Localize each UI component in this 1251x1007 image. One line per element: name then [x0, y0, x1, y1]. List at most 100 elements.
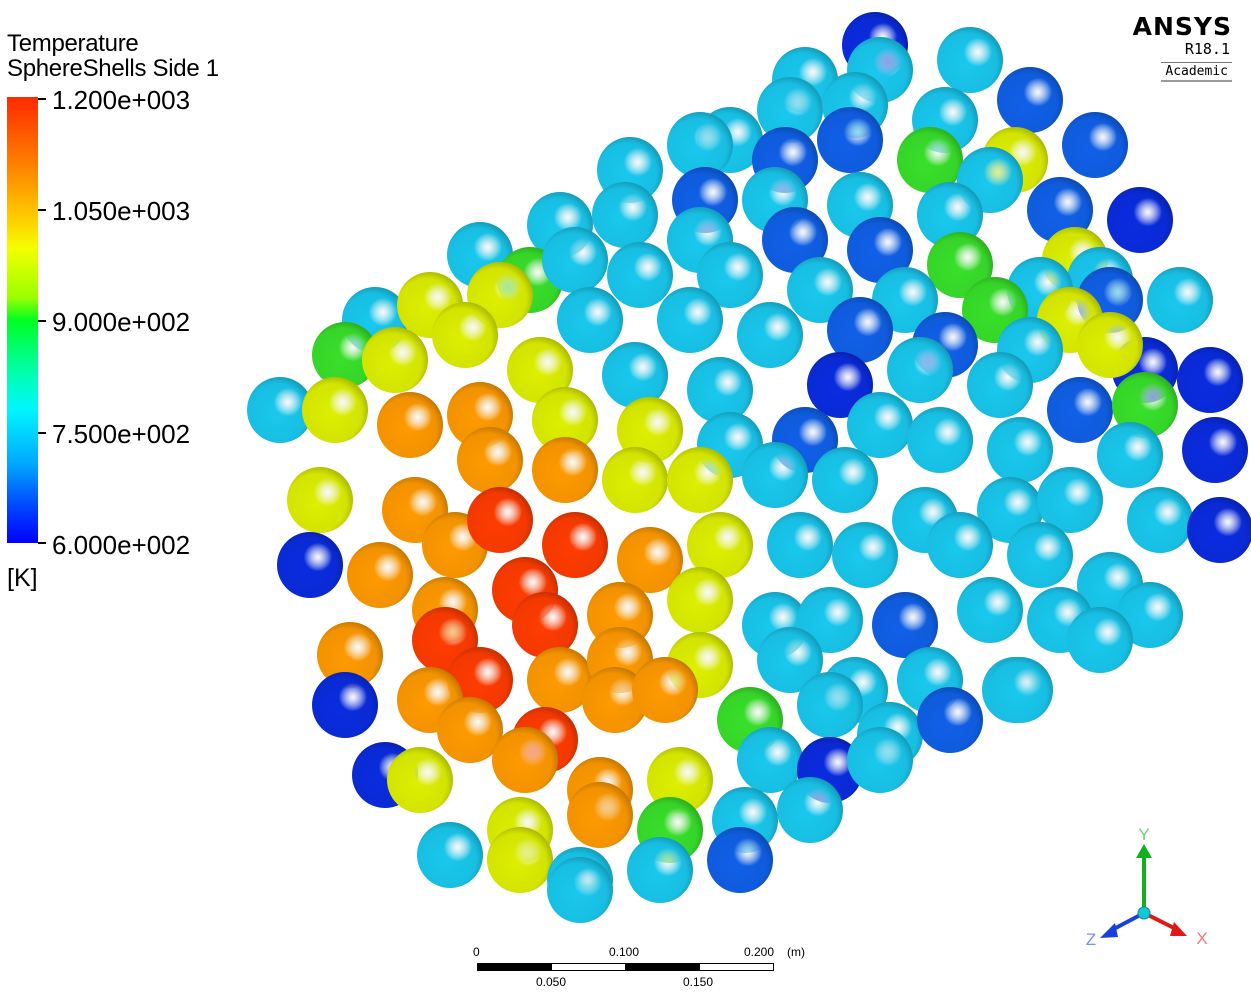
sphere-shading: [657, 287, 723, 353]
scale-label: 0.050: [536, 975, 567, 989]
sphere-shading: [527, 647, 593, 713]
sphere-shading: [617, 397, 683, 463]
sphere-shading: [602, 342, 668, 408]
sphere-shading: [287, 467, 353, 533]
scale-segment: [625, 963, 700, 971]
ansys-logo: ANSYS R18.1 Academic: [1133, 14, 1232, 86]
sphere-shading: [602, 447, 668, 513]
sphere-shading: [707, 827, 773, 893]
sphere-shading: [847, 727, 913, 793]
sphere-shading: [887, 337, 953, 403]
sphere-shading: [487, 827, 553, 893]
sphere-shading: [1097, 422, 1163, 488]
logo-name: ANSYS: [1132, 12, 1232, 41]
legend-tick-mark: [38, 320, 46, 322]
sphere-shading: [1117, 582, 1183, 648]
z-axis-arrow-icon: [1100, 923, 1118, 938]
scale-label: 0.100: [609, 945, 640, 959]
scale-unit: (m): [787, 945, 805, 959]
sphere-shading: [847, 217, 913, 283]
sphere-shading: [1062, 112, 1128, 178]
sphere-shading: [927, 232, 993, 298]
legend-tick-mark: [38, 542, 46, 544]
sphere-shading: [437, 697, 503, 763]
legend-tick-mark: [38, 98, 46, 100]
sphere-shading: [957, 577, 1023, 643]
sphere-shading: [557, 287, 623, 353]
sphere-shading: [897, 127, 963, 193]
legend-tick-mark: [38, 209, 46, 211]
x-axis-arrow-icon: [1170, 922, 1187, 936]
sphere-shading: [312, 672, 378, 738]
axis-triad[interactable]: Y X Z: [1080, 820, 1220, 960]
legend-subtitle: SphereShells Side 1: [7, 55, 219, 82]
sphere-shading: [937, 27, 1003, 93]
sphere-shading: [927, 512, 993, 578]
sphere-shading: [767, 512, 833, 578]
x-axis-label: X: [1196, 929, 1207, 948]
sphere-shading: [1037, 467, 1103, 533]
sphere-shading: [547, 857, 613, 923]
sphere-shading: [917, 687, 983, 753]
sphere-shading: [302, 377, 368, 443]
sphere-shading: [1077, 312, 1143, 378]
sphere-shading: [1067, 607, 1133, 673]
sphere-shading: [827, 297, 893, 363]
sphere-shading: [647, 747, 713, 813]
sphere-shading: [742, 442, 808, 508]
sphere-shading: [817, 107, 883, 173]
legend-title: Temperature: [7, 30, 139, 57]
sphere-shading: [797, 587, 863, 653]
sphere-shading: [697, 242, 763, 308]
scale-label: 0.200: [744, 945, 775, 959]
sphere-shading: [532, 437, 598, 503]
sphere-shading: [1127, 487, 1193, 553]
legend-tick-label: 6.000e+002: [52, 530, 191, 560]
sphere-shading: [667, 112, 733, 178]
y-axis-arrow-icon: [1136, 844, 1152, 858]
legend-tick-mark: [38, 432, 46, 434]
sphere-shading: [1047, 377, 1113, 443]
sphere-shading: [777, 777, 843, 843]
sphere-shading: [872, 592, 938, 658]
sphere-shading: [347, 542, 413, 608]
sphere-shading: [317, 622, 383, 688]
sphere-shading: [377, 392, 443, 458]
sphere-shading: [617, 527, 683, 593]
sphere-shading: [507, 337, 573, 403]
sphere-shading: [687, 512, 753, 578]
sphere-shading: [797, 672, 863, 738]
sphere-shading: [632, 657, 698, 723]
sphere-shading: [582, 667, 648, 733]
sphere-shading: [987, 417, 1053, 483]
triad-origin: [1137, 906, 1151, 920]
sphere-shading: [1182, 417, 1248, 483]
sphere-shading: [1007, 522, 1073, 588]
sphere-shading: [737, 727, 803, 793]
sphere-shading: [627, 837, 693, 903]
sphere-shading: [592, 182, 658, 248]
sphere-shading: [492, 727, 558, 793]
sphere-shading: [737, 302, 803, 368]
sphere-shading: [787, 257, 853, 323]
scale-label: 0: [473, 945, 480, 959]
sphere-shading: [432, 302, 498, 368]
sphere-shading: [277, 532, 343, 598]
sphere-shading: [457, 427, 523, 493]
legend-tick-label: 9.000e+002: [52, 307, 191, 337]
sphere-shading: [812, 447, 878, 513]
sphere-shading: [832, 522, 898, 588]
sphere-shading: [467, 487, 533, 553]
sphere-shading: [997, 67, 1063, 133]
sphere-shading: [542, 512, 608, 578]
sphere-shading: [1177, 347, 1243, 413]
sphere-shading: [362, 327, 428, 393]
sphere-shading: [1147, 267, 1213, 333]
legend-tick-label: 7.500e+002: [52, 419, 191, 449]
sphere-shading: [807, 352, 873, 418]
sphere-shading: [532, 387, 598, 453]
sphere-shading: [312, 322, 378, 388]
sphere-shading: [667, 447, 733, 513]
